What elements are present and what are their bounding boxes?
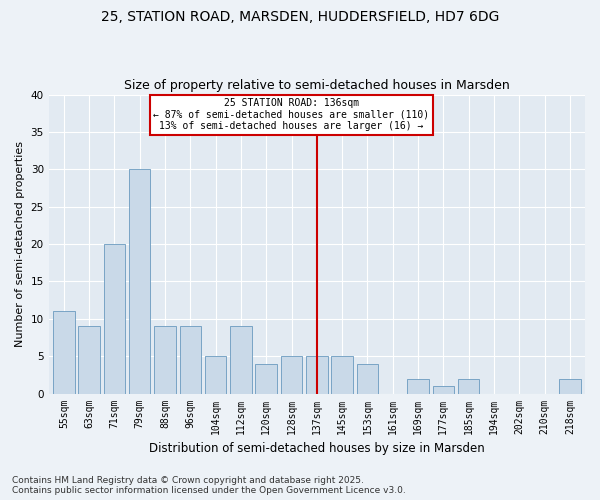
Bar <box>559 378 581 394</box>
Bar <box>306 356 328 394</box>
Y-axis label: Number of semi-detached properties: Number of semi-detached properties <box>15 141 25 347</box>
Bar <box>79 326 100 394</box>
Text: 25, STATION ROAD, MARSDEN, HUDDERSFIELD, HD7 6DG: 25, STATION ROAD, MARSDEN, HUDDERSFIELD,… <box>101 10 499 24</box>
Bar <box>281 356 302 394</box>
Bar <box>129 170 151 394</box>
Bar <box>154 326 176 394</box>
Bar <box>179 326 201 394</box>
Bar <box>104 244 125 394</box>
Bar <box>356 364 378 394</box>
Bar <box>458 378 479 394</box>
Bar <box>331 356 353 394</box>
Bar <box>407 378 429 394</box>
Title: Size of property relative to semi-detached houses in Marsden: Size of property relative to semi-detach… <box>124 79 510 92</box>
Text: 25 STATION ROAD: 136sqm
← 87% of semi-detached houses are smaller (110)
13% of s: 25 STATION ROAD: 136sqm ← 87% of semi-de… <box>154 98 430 132</box>
Bar <box>230 326 251 394</box>
Bar <box>433 386 454 394</box>
Bar <box>205 356 226 394</box>
Text: Contains HM Land Registry data © Crown copyright and database right 2025.
Contai: Contains HM Land Registry data © Crown c… <box>12 476 406 495</box>
Bar <box>256 364 277 394</box>
Bar <box>53 312 74 394</box>
X-axis label: Distribution of semi-detached houses by size in Marsden: Distribution of semi-detached houses by … <box>149 442 485 455</box>
